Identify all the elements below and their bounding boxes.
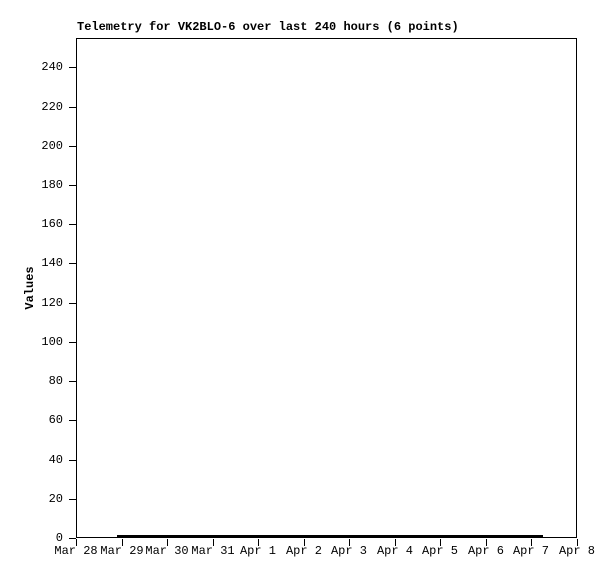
- x-axis-tick-label: Apr 1: [239, 544, 276, 558]
- y-axis-tick-label: 220: [41, 100, 63, 114]
- x-axis-tick: [258, 539, 259, 546]
- y-axis-tick-label: 180: [41, 178, 63, 192]
- x-axis-tick-label: Apr 6: [467, 544, 504, 558]
- x-axis-tick-label: Mar 31: [191, 544, 235, 558]
- x-axis-tick-label: Apr 7: [512, 544, 549, 558]
- y-axis-tick: [69, 381, 76, 382]
- x-axis-tick-label: Apr 2: [285, 544, 322, 558]
- y-axis-tick: [69, 460, 76, 461]
- x-axis-tick: [213, 539, 214, 546]
- y-axis-label: Values: [23, 266, 37, 310]
- x-axis-tick-label: Apr 8: [558, 544, 595, 558]
- x-axis-tick: [76, 539, 77, 546]
- y-axis-tick-label: 140: [41, 256, 63, 270]
- y-axis-tick-label: 160: [41, 217, 63, 231]
- y-axis-tick: [69, 263, 76, 264]
- y-axis-tick-label: 0: [55, 531, 63, 545]
- x-axis-tick: [349, 539, 350, 546]
- y-axis-tick: [69, 107, 76, 108]
- x-axis-tick-label: Apr 5: [421, 544, 458, 558]
- y-axis-tick: [69, 303, 76, 304]
- x-axis-tick-label: Apr 4: [376, 544, 413, 558]
- y-axis-tick-label: 80: [48, 374, 63, 388]
- x-axis-tick: [304, 539, 305, 546]
- x-axis-tick: [167, 539, 168, 546]
- telemetry-data-line: [117, 535, 543, 538]
- y-axis-tick: [69, 342, 76, 343]
- x-axis-tick: [531, 539, 532, 546]
- plot-area: [76, 38, 577, 538]
- x-axis-tick: [486, 539, 487, 546]
- y-axis-tick: [69, 499, 76, 500]
- x-axis-tick: [122, 539, 123, 546]
- y-axis-tick: [69, 146, 76, 147]
- y-axis-tick-label: 100: [41, 335, 63, 349]
- y-axis-tick-label: 120: [41, 296, 63, 310]
- y-axis-tick: [69, 67, 76, 68]
- y-axis-tick-label: 40: [48, 453, 63, 467]
- y-axis-tick-label: 200: [41, 139, 63, 153]
- x-axis-tick-label: Mar 28: [54, 544, 98, 558]
- y-axis-tick-label: 240: [41, 60, 63, 74]
- y-axis-tick: [69, 538, 76, 539]
- y-axis-tick: [69, 185, 76, 186]
- chart-title: Telemetry for VK2BLO-6 over last 240 hou…: [77, 20, 459, 34]
- x-axis-tick-label: Mar 30: [145, 544, 189, 558]
- y-axis-tick-label: 60: [48, 413, 63, 427]
- x-axis-tick-label: Mar 29: [100, 544, 144, 558]
- x-axis-tick: [395, 539, 396, 546]
- y-axis-tick: [69, 420, 76, 421]
- x-axis-tick-label: Apr 3: [330, 544, 367, 558]
- x-axis-tick: [440, 539, 441, 546]
- y-axis-tick-label: 20: [48, 492, 63, 506]
- x-axis-tick: [577, 539, 578, 546]
- y-axis-tick: [69, 224, 76, 225]
